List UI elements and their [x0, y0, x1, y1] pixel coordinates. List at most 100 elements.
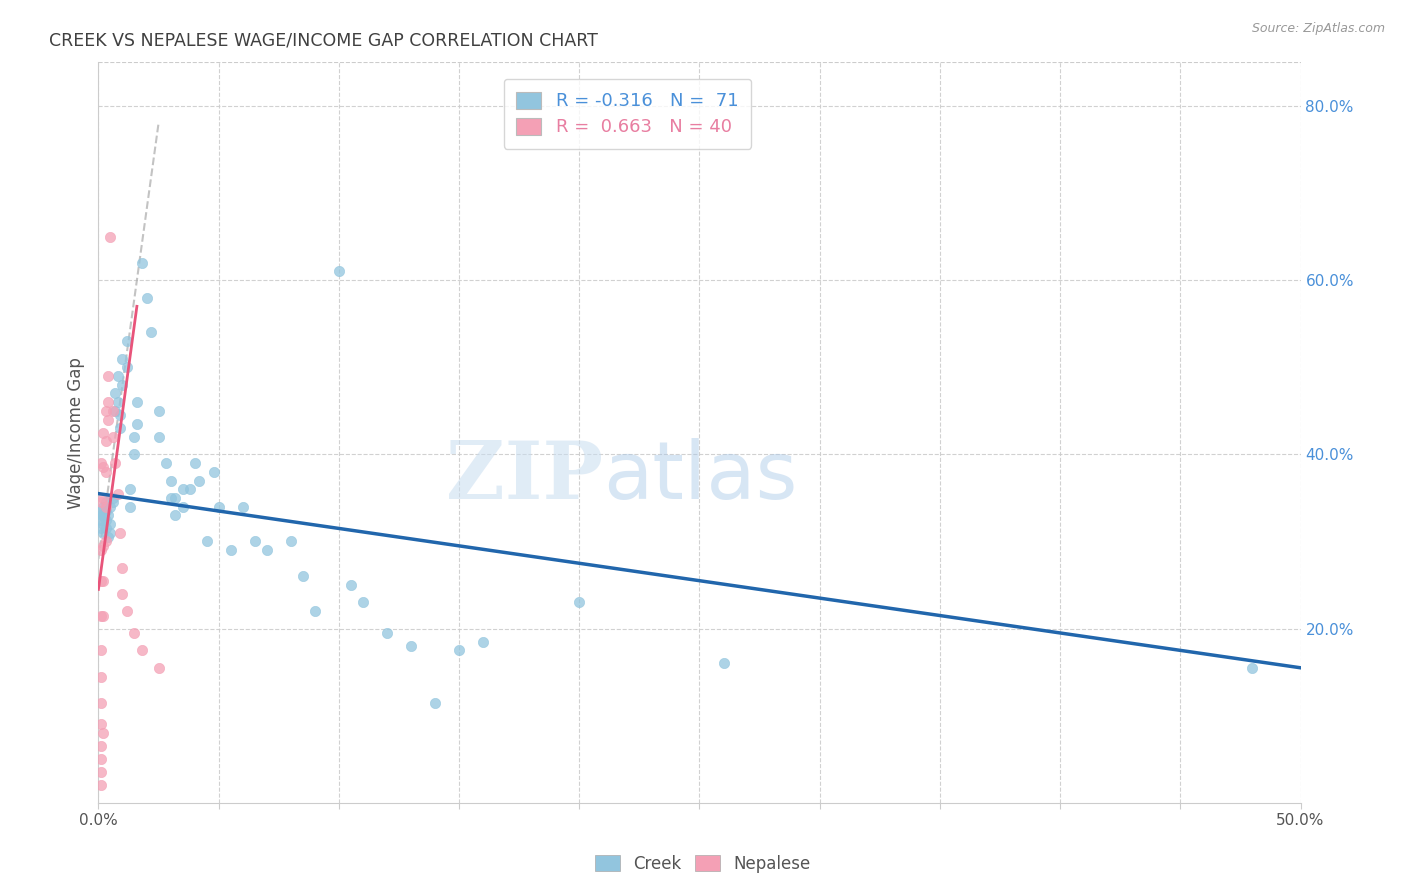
Point: [91, 517, 114, 532]
Point: [97, 508, 120, 523]
Point: [340, 578, 363, 592]
Point: [375, 626, 398, 640]
Point: [90, 608, 112, 623]
Point: [90, 504, 112, 518]
Point: [219, 543, 242, 558]
Point: [97, 395, 120, 409]
Point: [107, 395, 129, 409]
Point: [135, 291, 157, 305]
Point: [232, 500, 254, 514]
Point: [118, 500, 141, 514]
Point: [1241, 661, 1264, 675]
Point: [90, 752, 112, 766]
Point: [94, 434, 117, 449]
Point: [179, 482, 201, 496]
Point: [104, 404, 127, 418]
Point: [131, 643, 153, 657]
Point: [90, 643, 112, 657]
Point: [91, 608, 114, 623]
Point: [107, 369, 129, 384]
Point: [202, 465, 225, 479]
Point: [125, 395, 148, 409]
Point: [131, 256, 153, 270]
Point: [90, 669, 112, 683]
Point: [423, 696, 446, 710]
Point: [111, 587, 134, 601]
Point: [183, 456, 205, 470]
Point: [90, 521, 112, 535]
Point: [107, 486, 129, 500]
Point: [90, 717, 112, 731]
Point: [94, 495, 117, 509]
Point: [117, 604, 139, 618]
Point: [94, 404, 117, 418]
Legend: R = -0.316   N =  71, R =  0.663   N = 40: R = -0.316 N = 71, R = 0.663 N = 40: [503, 78, 751, 149]
Point: [90, 495, 112, 509]
Point: [188, 474, 211, 488]
Point: [100, 517, 122, 532]
Text: ZIP: ZIP: [446, 438, 603, 516]
Point: [141, 326, 163, 340]
Point: [90, 508, 112, 523]
Point: [108, 525, 131, 540]
Point: [108, 421, 131, 435]
Point: [91, 726, 114, 740]
Point: [90, 574, 112, 588]
Point: [91, 539, 114, 553]
Point: [125, 417, 148, 431]
Point: [94, 504, 117, 518]
Point: [280, 534, 302, 549]
Point: [90, 513, 112, 527]
Point: [91, 525, 114, 540]
Point: [97, 530, 120, 544]
Point: [91, 574, 114, 588]
Point: [90, 778, 112, 792]
Point: [159, 491, 181, 505]
Point: [155, 456, 177, 470]
Point: [108, 408, 131, 422]
Point: [447, 643, 470, 657]
Point: [91, 500, 114, 514]
Point: [90, 696, 112, 710]
Point: [91, 491, 114, 505]
Point: [148, 430, 170, 444]
Point: [117, 360, 139, 375]
Point: [328, 264, 350, 278]
Point: [568, 595, 591, 609]
Point: [94, 521, 117, 535]
Point: [256, 543, 278, 558]
Point: [97, 412, 120, 426]
Text: CREEK VS NEPALESE WAGE/INCOME GAP CORRELATION CHART: CREEK VS NEPALESE WAGE/INCOME GAP CORREL…: [49, 31, 598, 49]
Point: [472, 634, 495, 648]
Point: [165, 508, 187, 523]
Point: [399, 639, 422, 653]
Y-axis label: Wage/Income Gap: Wage/Income Gap: [66, 357, 84, 508]
Point: [94, 500, 117, 514]
Point: [124, 626, 146, 640]
Point: [118, 482, 141, 496]
Point: [94, 534, 117, 549]
Point: [91, 460, 114, 475]
Point: [94, 513, 117, 527]
Point: [148, 661, 170, 675]
Point: [90, 456, 112, 470]
Point: [713, 657, 735, 671]
Point: [91, 425, 114, 440]
Point: [111, 351, 134, 366]
Point: [90, 739, 112, 754]
Point: [94, 465, 117, 479]
Point: [172, 482, 194, 496]
Point: [148, 404, 170, 418]
Point: [159, 474, 181, 488]
Legend: Creek, Nepalese: Creek, Nepalese: [589, 848, 817, 880]
Point: [100, 500, 122, 514]
Point: [101, 491, 124, 505]
Point: [243, 534, 266, 549]
Point: [111, 377, 134, 392]
Point: [124, 430, 146, 444]
Point: [111, 560, 134, 574]
Text: Source: ZipAtlas.com: Source: ZipAtlas.com: [1251, 22, 1385, 36]
Point: [91, 508, 114, 523]
Point: [101, 430, 124, 444]
Point: [291, 569, 314, 583]
